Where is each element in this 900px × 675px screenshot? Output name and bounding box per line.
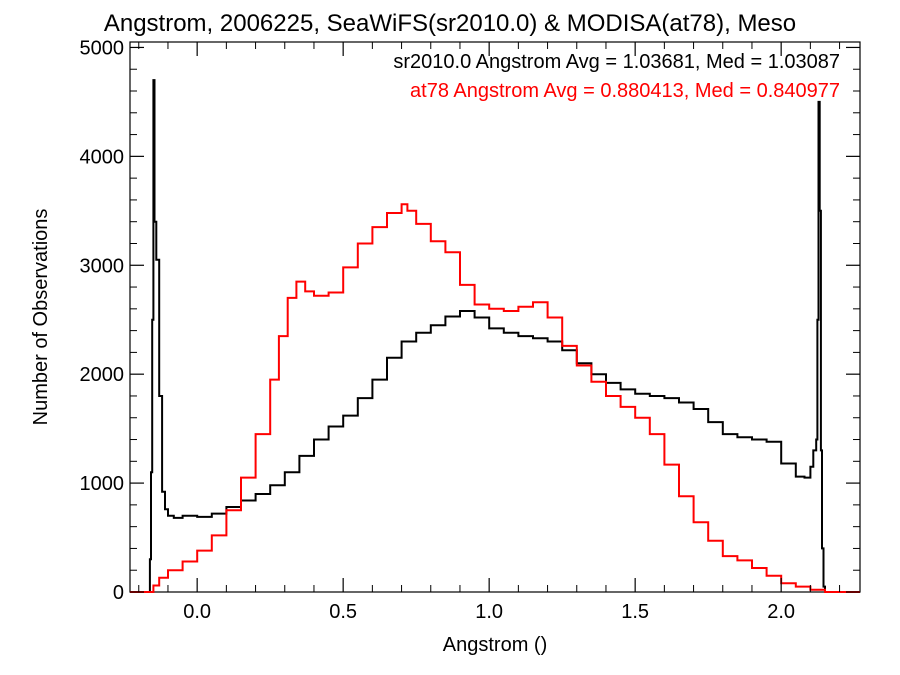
x-tick-label: 0.5	[329, 601, 357, 623]
y-tick-label: 1000	[80, 473, 125, 495]
plot-frame	[129, 41, 861, 593]
y-tick-label: 0	[113, 582, 124, 604]
x-tick-label: 2.0	[767, 601, 795, 623]
x-tick-label: 0.0	[183, 601, 211, 623]
y-tick-label: 3000	[80, 255, 125, 277]
y-tick-label: 4000	[80, 146, 125, 168]
x-axis-title: Angstrom ()	[443, 634, 547, 656]
y-tick-label: 2000	[80, 364, 125, 386]
legend-entry-at78: at78 Angstrom Avg = 0.880413, Med = 0.84…	[410, 80, 840, 102]
series-line-at78	[130, 203, 860, 593]
chart-title: Angstrom, 2006225, SeaWiFS(sr2010.0) & M…	[104, 10, 796, 37]
legend-entry-sr2010: sr2010.0 Angstrom Avg = 1.03681, Med = 1…	[393, 51, 840, 73]
x-tick-label: 1.5	[621, 601, 649, 623]
y-tick-label: 5000	[80, 37, 125, 59]
x-tick-label: 1.0	[475, 601, 503, 623]
series-line-sr20100	[130, 79, 860, 593]
y-axis-title: Number of Observations	[30, 209, 52, 426]
